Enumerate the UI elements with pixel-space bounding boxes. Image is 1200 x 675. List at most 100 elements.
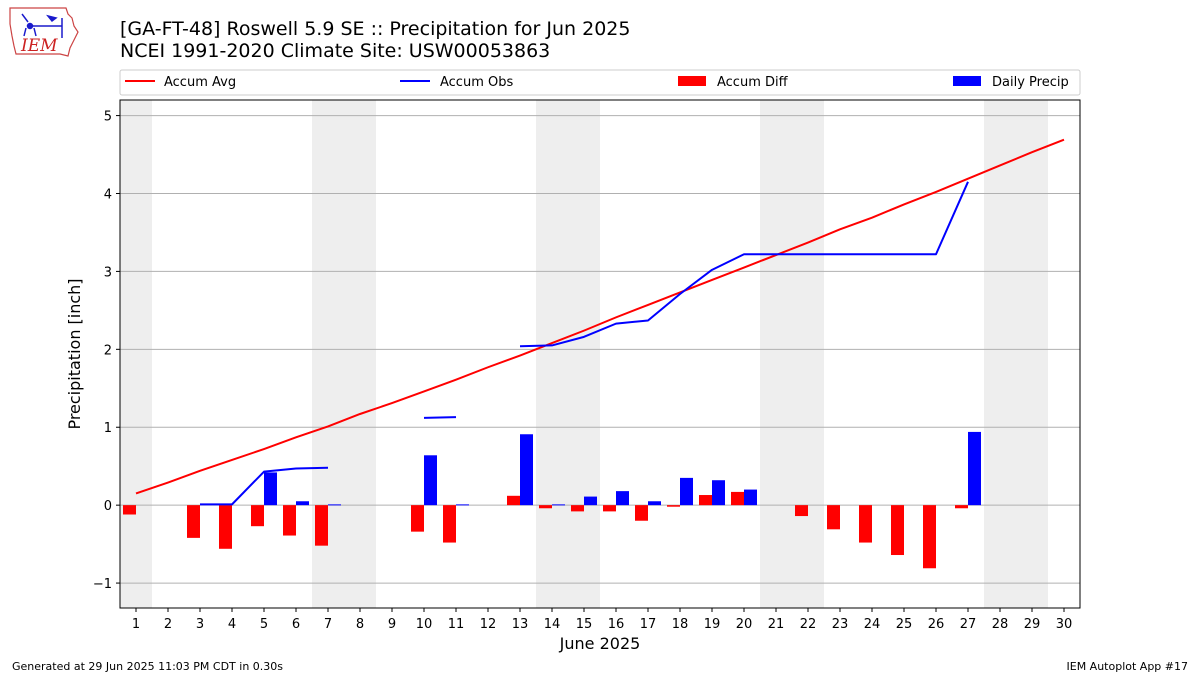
x-tick-label: 2 [164,617,172,632]
bars [123,431,981,569]
y-axis-label: Precipitation [inch] [65,278,84,429]
accum-diff-bar [283,505,296,536]
footer-app: IEM Autoplot App #17 [1067,660,1189,673]
weekend-band [760,100,824,608]
iem-logo: IEM [9,7,79,57]
x-tick-label: 23 [832,617,849,632]
weekend-band [120,100,152,608]
x-tick-label: 28 [992,617,1009,632]
x-tick-label: 21 [768,617,785,632]
weekend-band [984,100,1048,608]
accum-avg-line [135,138,1065,495]
x-axis-label: June 2025 [559,634,641,653]
x-tick-label: 24 [864,617,881,632]
x-tick-label: 3 [196,617,204,632]
x-tick-label: 17 [640,617,657,632]
y-tick-label: 1 [104,421,112,436]
x-tick-label: 10 [416,617,433,632]
x-tick-label: 4 [228,617,236,632]
x-tick-label: 22 [800,617,817,632]
legend-accum-diff-swatch [678,76,706,86]
daily-precip-bar [424,455,437,506]
weekend-band [536,100,600,608]
accum-diff-bar [795,505,808,517]
legend-box [119,69,1081,96]
daily-precip-bar [584,496,597,506]
x-tick-label: 15 [576,617,593,632]
footer-generated: Generated at 29 Jun 2025 11:03 PM CDT in… [12,660,283,673]
chart-title: [GA-FT-48] Roswell 5.9 SE :: Precipitati… [120,18,630,40]
x-axis: 1 2 3 4 5 6 7 8 9 10 11 12 13 14 15 16 17 18 19 20 21 22 23 24 2… [132,608,1072,632]
weather-station-icon [21,13,63,38]
daily-precip-bar [328,504,341,506]
daily-precip-bar [520,434,533,506]
x-tick-label: 26 [928,617,945,632]
legend-accum-avg-label: Accum Avg [164,75,236,90]
daily-precip-bar [648,501,661,506]
accum-diff-bar [507,495,520,506]
x-tick-label: 29 [1024,617,1041,632]
logo-text: IEM [20,36,58,56]
accum-obs-line [423,416,457,419]
x-tick-label: 27 [960,617,977,632]
x-tick-label: 9 [388,617,396,632]
accum-diff-bar [731,491,744,506]
x-tick-label: 7 [324,617,332,632]
accum-diff-bar [827,505,840,530]
x-tick-label: 8 [356,617,364,632]
accum-diff-bar [443,505,456,543]
x-tick-label: 5 [260,617,268,632]
y-tick-label: 0 [104,499,112,514]
x-tick-label: 11 [448,617,465,632]
accum-diff-bar [955,505,968,509]
daily-precip-bar [968,431,981,506]
daily-precip-bar [296,501,309,506]
lines [135,138,1065,506]
accum-diff-bar [859,505,872,543]
x-tick-label: 6 [292,617,300,632]
daily-precip-bar [264,472,277,506]
x-tick-label: 13 [512,617,529,632]
x-tick-label: 16 [608,617,625,632]
x-tick-label: 30 [1056,617,1073,632]
weekend-shading [120,100,1048,608]
accum-diff-bar [571,505,584,512]
x-tick-label: 19 [704,617,721,632]
accum-diff-bar [923,505,936,569]
x-tick-label: 14 [544,617,561,632]
accum-diff-bar [251,505,264,527]
accum-diff-bar [219,505,232,549]
y-tick-label: 2 [104,343,112,358]
accum-diff-bar [667,505,680,507]
accum-diff-bar [187,505,200,538]
chart-subtitle: NCEI 1991-2020 Climate Site: USW00053863 [120,40,550,62]
x-tick-label: 12 [480,617,497,632]
legend-accum-diff-label: Accum Diff [717,75,789,90]
accum-diff-bar [699,495,712,506]
plot-frame [119,99,1081,609]
daily-precip-bar [680,477,693,506]
accum-diff-bar [315,505,328,546]
y-tick-label: −1 [93,577,112,592]
x-tick-label: 20 [736,617,753,632]
accum-diff-bar [539,505,552,509]
accum-obs-line [519,181,969,348]
accum-diff-bar [411,505,424,532]
legend-accum-obs-label: Accum Obs [440,75,513,90]
gridlines [120,115,1080,584]
accum-diff-bar [123,505,136,515]
daily-precip-bar [552,504,565,506]
legend-daily-precip-label: Daily Precip [992,75,1069,90]
daily-precip-bar [616,491,629,506]
y-tick-label: 3 [104,265,112,280]
x-tick-label: 18 [672,617,689,632]
legend-daily-precip-swatch [953,76,981,86]
x-tick-label: 25 [896,617,913,632]
legend: Accum Avg Accum Obs Accum Diff Daily Pre… [119,69,1081,96]
y-tick-label: 5 [104,110,112,125]
y-axis: −1 0 1 2 3 4 5 [93,110,120,592]
accum-diff-bar [635,505,648,521]
accum-obs-line [200,466,329,506]
